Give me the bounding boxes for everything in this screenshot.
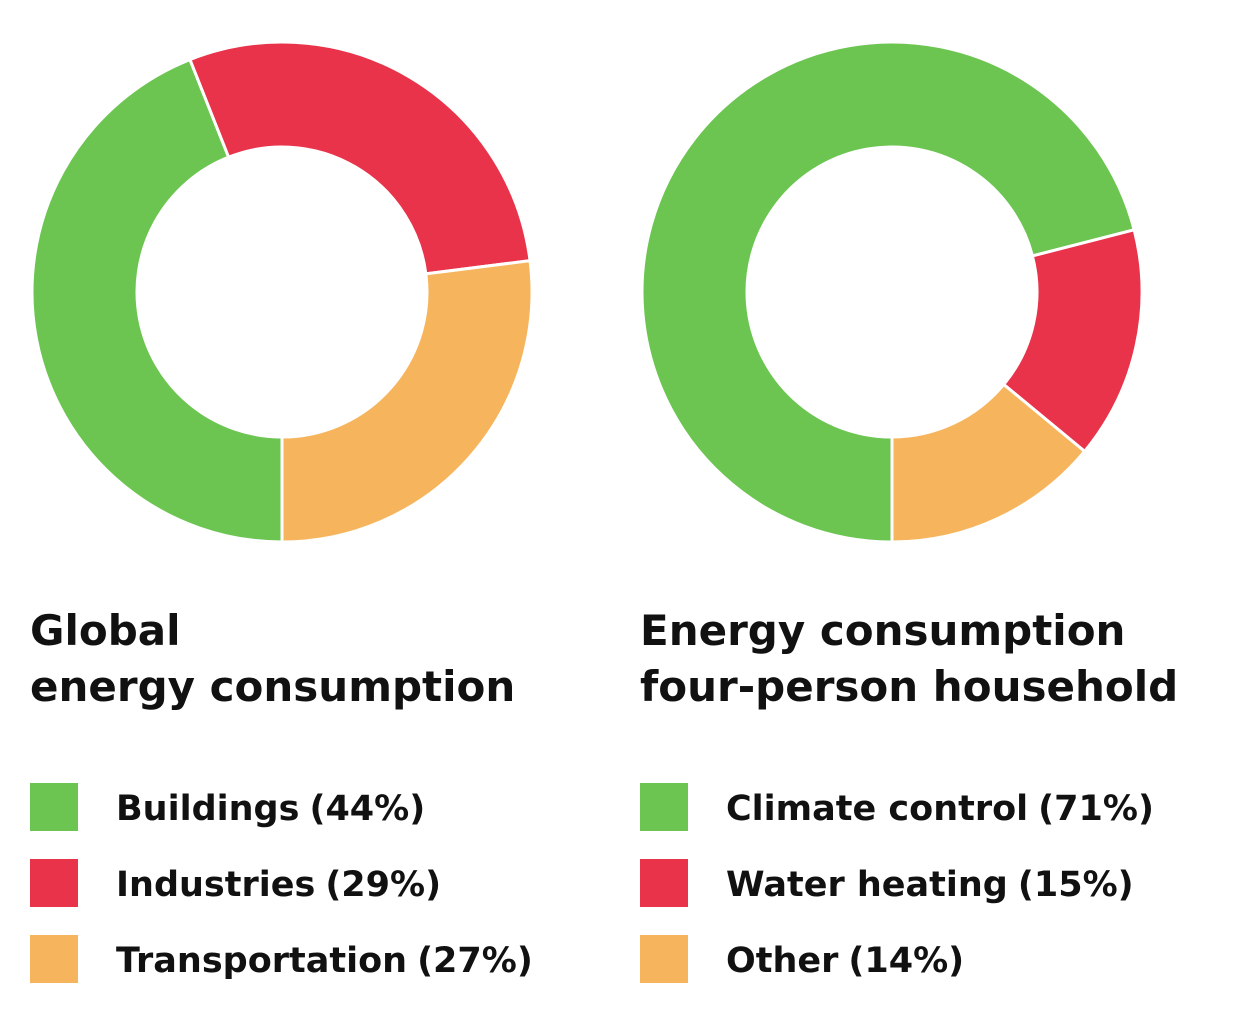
legend-category: Buildings [116,789,299,829]
legend-swatch [640,783,688,831]
chart-title: four-person household [640,662,1178,711]
legend-category: Climate control [726,789,1028,829]
chart-title: energy consumption [30,662,515,711]
legend-value: (15%) [1018,865,1134,905]
legend-category: Industries [116,865,315,905]
legend-swatch [640,859,688,907]
legend-category: Water heating [726,865,1008,905]
donut-slice [30,57,284,544]
legend-swatch [640,935,688,983]
legend-category: Transportation [116,941,407,981]
legend-value: (29%) [325,865,441,905]
legend-label: Transportation (27%) [116,941,533,981]
legend-swatch [30,935,78,983]
legend-category: Other [726,941,839,981]
chart-title: Energy consumption [640,606,1125,655]
legend-label: Water heating (15%) [726,865,1134,905]
chart-title: Global [30,606,181,655]
legend-value: (14%) [848,941,964,981]
legend-swatch [30,859,78,907]
legend-label: Industries (29%) [116,865,441,905]
legend-value: (44%) [309,789,425,829]
legend-label: Buildings (44%) [116,789,425,829]
legend-value: (71%) [1038,789,1154,829]
donut-slice [280,258,534,544]
donut-slice [188,40,532,276]
legend-swatch [30,783,78,831]
legend-label: Other (14%) [726,941,964,981]
legend-label: Climate control (71%) [726,789,1154,829]
legend-value: (27%) [417,941,533,981]
donut-slice [640,40,1136,544]
donut-slice [890,382,1087,544]
